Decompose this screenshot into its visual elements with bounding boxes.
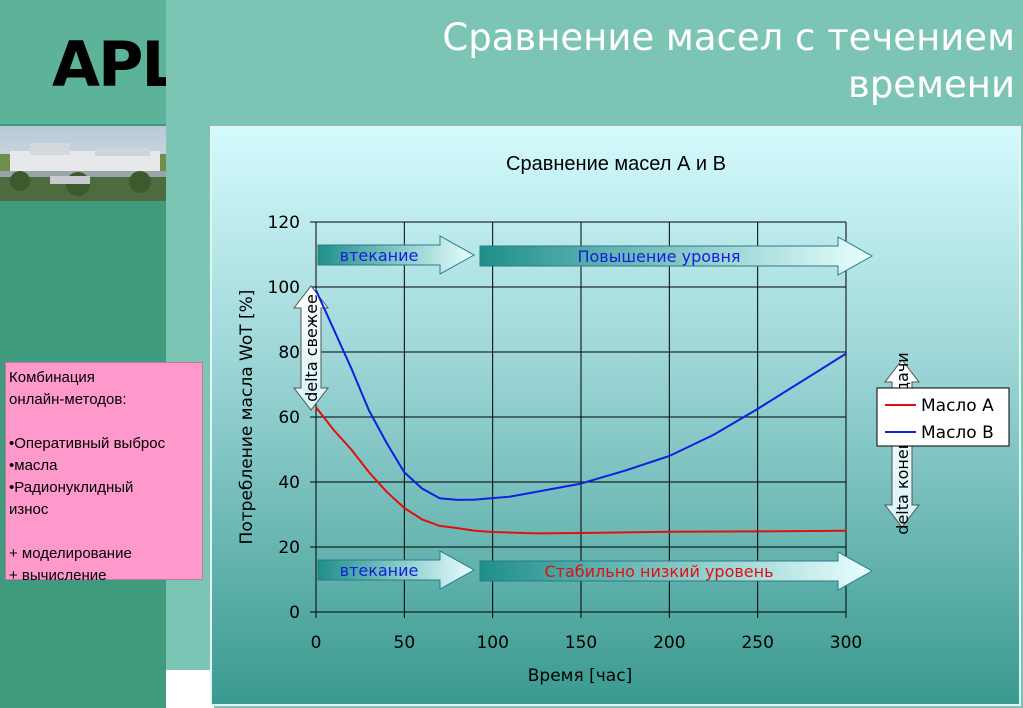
data-point	[474, 529, 476, 532]
data-point	[438, 497, 441, 500]
x-tick-label: 50	[394, 633, 416, 653]
data-point	[536, 532, 538, 535]
data-point	[438, 525, 441, 527]
y-tick-label: 100	[268, 278, 300, 298]
arrow-bottom-left-label: втекание	[340, 561, 419, 580]
data-point	[580, 532, 582, 534]
arrow-top-right	[479, 236, 874, 276]
data-point	[368, 471, 370, 474]
y-tick-label: 0	[289, 603, 300, 623]
info-line: Комбинация	[9, 369, 95, 386]
slide-title: Сравнение масел с течением времени	[375, 14, 1015, 108]
data-point	[332, 328, 335, 331]
data-point	[368, 409, 370, 412]
data-point	[456, 527, 459, 529]
arrow-bottom-left	[317, 550, 476, 590]
arrow-bottom-right	[479, 551, 874, 591]
arrow-top-left	[317, 235, 476, 275]
y-tick-label: 80	[278, 343, 300, 363]
y-tick-label: 20	[278, 538, 300, 558]
data-point	[544, 489, 547, 491]
data-point	[315, 289, 317, 292]
data-point	[474, 498, 476, 501]
x-tick-label: 100	[476, 633, 508, 653]
data-point	[315, 406, 317, 409]
y-tick-label: 60	[278, 408, 300, 428]
data-point	[491, 531, 494, 533]
series-line-a	[315, 406, 847, 535]
data-point	[350, 448, 353, 451]
info-line: онлайн-методов:	[9, 391, 127, 408]
arrow-bottom-right-label: Стабильно низкий уровень	[544, 562, 773, 581]
data-point	[668, 455, 671, 457]
data-point	[624, 469, 626, 472]
arrow-top-left-label: втекание	[340, 246, 419, 265]
data-point	[801, 380, 803, 383]
info-line: •Радионуклидный	[9, 479, 134, 496]
data-point	[350, 367, 353, 370]
logo-text: APL	[52, 28, 166, 101]
slide-title-line2: времени	[848, 63, 1015, 106]
data-point	[756, 530, 759, 533]
data-point	[403, 471, 406, 474]
y-tick-label: 120	[268, 213, 300, 233]
data-point	[845, 529, 847, 532]
x-tick-label: 200	[653, 633, 685, 653]
data-point	[456, 499, 459, 501]
chart-title: Сравнение масел А и В	[506, 153, 726, 175]
y-axis-label: Потребление масла WoT [%]	[237, 290, 257, 545]
data-point	[421, 518, 423, 521]
legend-label: Масло В	[921, 423, 994, 443]
data-point	[712, 434, 715, 436]
info-line: + моделирование	[9, 545, 132, 562]
arrow-left-vertical-label: delta свежее	[302, 294, 321, 402]
slide-title-line1: Сравнение масел с течением	[442, 16, 1015, 59]
info-line: •масла	[9, 457, 58, 474]
data-point	[403, 507, 406, 509]
x-tick-label: 0	[311, 633, 322, 653]
data-point	[385, 490, 388, 493]
data-point	[756, 408, 759, 410]
data-point	[421, 487, 423, 490]
x-tick-label: 150	[565, 633, 597, 653]
legend-label: Масло А	[921, 396, 994, 416]
info-line: •Оперативный выброс	[9, 435, 166, 452]
info-line: + вычисление	[9, 567, 107, 584]
x-tick-label: 250	[741, 633, 773, 653]
arrow-top-right-label: Повышение уровня	[577, 247, 740, 266]
info-line: износ	[9, 501, 49, 518]
factory-photo	[0, 126, 166, 201]
bottom-gap	[166, 670, 214, 708]
data-point	[668, 530, 671, 533]
data-point	[580, 482, 582, 485]
data-point	[509, 495, 512, 498]
data-point	[385, 442, 388, 444]
data-point	[845, 352, 847, 355]
legend-box	[876, 387, 1010, 447]
x-tick-label: 300	[830, 633, 862, 653]
x-axis-label: Время [час]	[528, 666, 632, 686]
y-tick-label: 40	[278, 473, 300, 493]
data-point	[332, 429, 335, 431]
info-box: Комбинация онлайн-методов: •Оперативный …	[5, 362, 203, 584]
